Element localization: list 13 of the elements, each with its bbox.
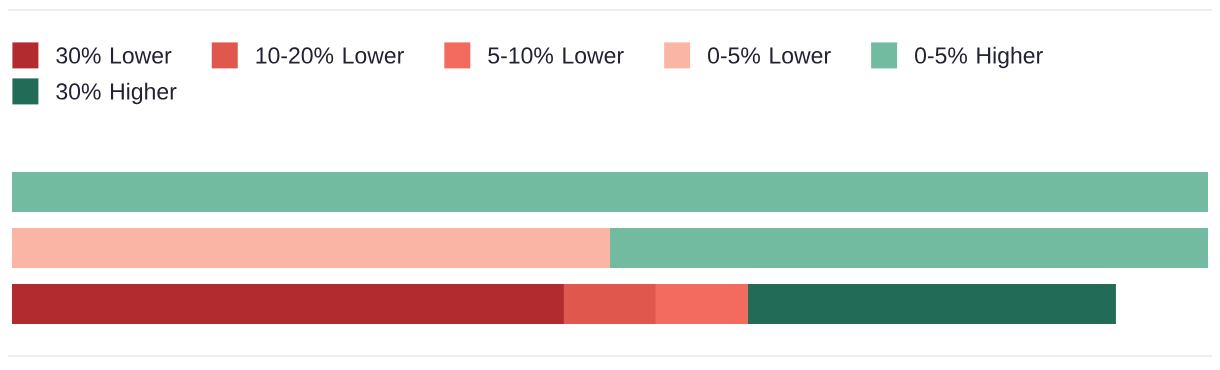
bar <box>655 284 748 324</box>
bar <box>12 172 1209 212</box>
legend-label: 10-20% Lower <box>256 47 404 64</box>
legend-label: 5-10% Lower <box>488 47 624 64</box>
bar <box>12 228 611 268</box>
legend-label: 30% Higher <box>56 82 177 105</box>
bar <box>563 284 656 324</box>
bar <box>12 284 564 324</box>
legend-label: 0-5% Higher <box>915 46 1043 69</box>
bar <box>747 284 1116 324</box>
legend-label: 30% Lower <box>56 47 172 64</box>
legend-label: 0-5% Lower <box>708 47 831 64</box>
bar <box>610 228 1209 268</box>
